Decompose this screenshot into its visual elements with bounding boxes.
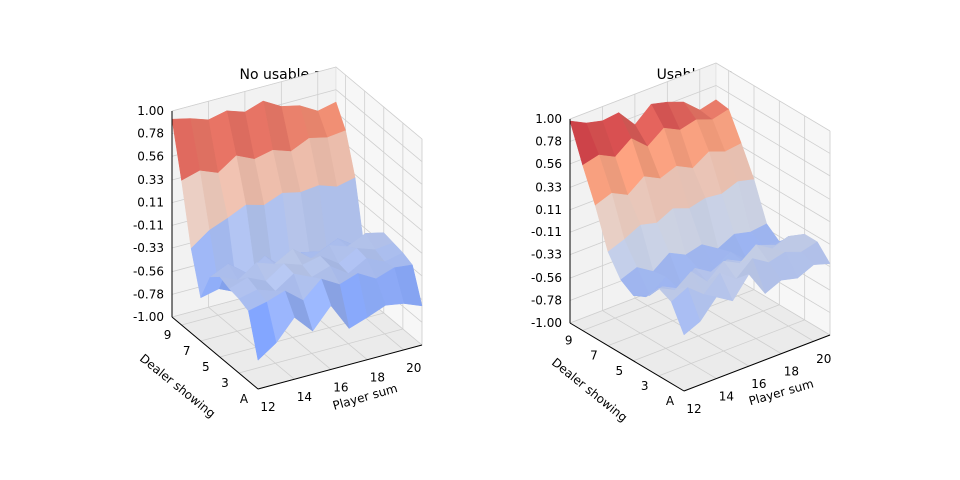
gridline [715,85,831,154]
panel-no-usable-ace: No usable ace 1214161820A3579-1.00-0.78-… [133,66,423,421]
z-tick-label: 0.78 [137,127,164,141]
gridline [171,66,337,112]
panel-usable-ace: Usable ace 1214161820A3579-1.00-0.78-0.5… [531,62,831,425]
gridline [569,62,717,120]
gridline [208,306,295,380]
y-tick-label: 7 [183,344,191,358]
surface-facet [671,287,701,336]
gridline [633,304,780,362]
x-tick-label: 14 [297,390,312,404]
z-tick-label: -0.11 [531,225,562,239]
axis-line [569,322,685,392]
z-tick-label: 0.78 [535,134,562,148]
axis-line [171,316,259,390]
surface-facet [248,301,277,361]
y-tick-label: A [666,394,675,408]
y-tick-label: 5 [202,360,210,374]
x-tick-label: 16 [751,377,766,391]
z-tick-label: -0.78 [531,294,562,308]
x-tick-label: 18 [370,371,385,385]
gridline [335,89,423,162]
gridline [715,62,831,132]
z-tick-label: 1.00 [535,112,562,126]
z-tick-label: 0.11 [137,196,164,210]
x-tick-label: 18 [784,365,799,379]
z-tick-label: 0.33 [137,173,164,187]
z-tick-label: -1.00 [133,310,164,324]
z-tick-label: -0.33 [133,241,164,255]
z-tick-label: 0.11 [535,203,562,217]
gridline [335,135,423,209]
z-tick-label: -1.00 [531,316,562,330]
x-tick-label: 20 [406,361,421,375]
gridline [602,310,717,379]
y-tick-label: 5 [616,364,624,378]
axis-line [257,344,423,390]
z-tick-label: 0.56 [535,157,562,171]
z-tick-label: 0.33 [535,180,562,194]
gridline [335,66,423,140]
gridline [715,107,831,177]
z-tick-label: -0.78 [133,287,164,301]
y-tick-label: A [240,392,249,406]
x-tick-label: 14 [719,390,734,404]
x-tick-label: 20 [816,352,831,366]
gridline [634,297,750,367]
axis-line [683,334,831,392]
z-tick-label: -0.56 [133,265,164,279]
y-tick-label: 9 [164,328,172,342]
y-tick-label: 9 [565,334,573,348]
x-tick-label: 16 [333,380,348,394]
z-tick-label: -0.33 [531,248,562,262]
y-tick-label: 3 [221,376,229,390]
gridline [238,328,403,374]
gridline [335,112,423,185]
x-tick-label: 12 [260,400,275,414]
z-tick-label: 0.56 [137,149,164,163]
y-tick-label: 7 [590,349,598,363]
x-tick-label: 12 [686,402,701,416]
z-tick-label: -0.11 [133,218,164,232]
z-tick-label: 1.00 [137,104,164,118]
gridline [658,319,805,377]
y-tick-label: 3 [641,379,649,393]
z-tick-label: -0.56 [531,271,562,285]
